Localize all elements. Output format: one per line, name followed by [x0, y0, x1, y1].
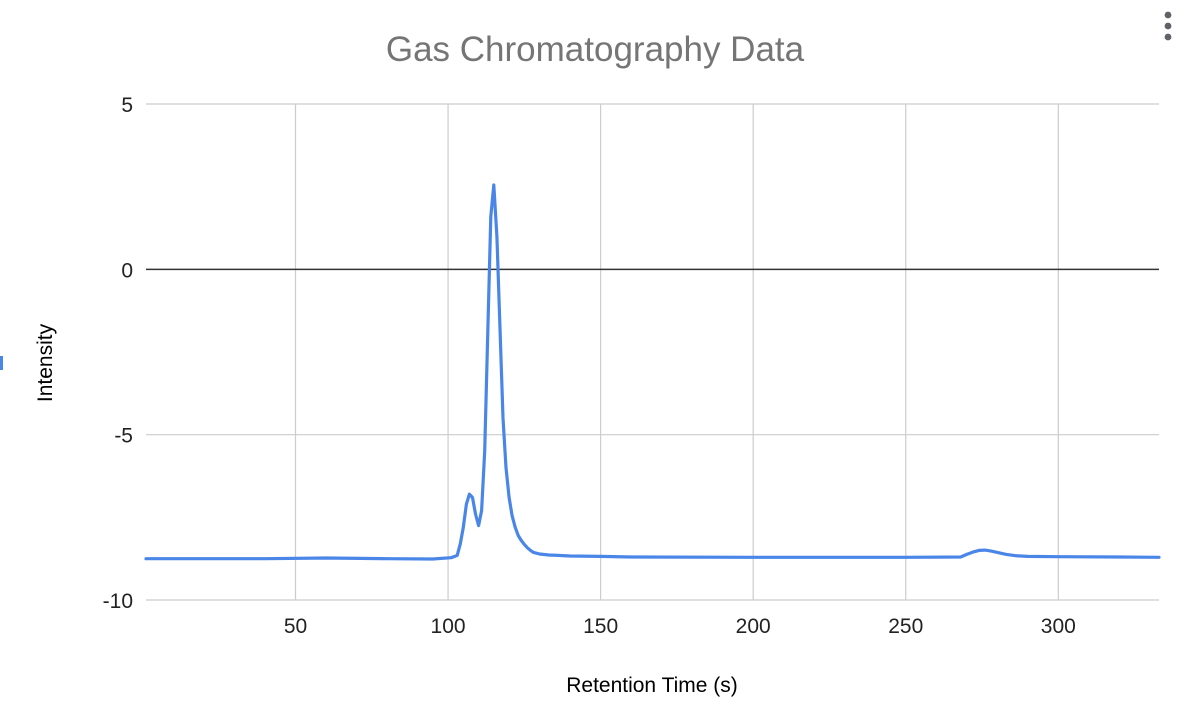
series-line [144, 183, 1161, 561]
x-tick-label: 200 [736, 615, 771, 638]
x-tick-label: 150 [583, 615, 618, 638]
y-axis-label: Intensity [34, 323, 57, 402]
y-tick-label: 0 [121, 259, 133, 282]
x-tick-label: 100 [431, 615, 466, 638]
y-axis-ticks: 5 0 -5 -10 [103, 94, 133, 613]
series-group [144, 183, 1161, 561]
x-tick-label: 300 [1041, 615, 1076, 638]
y-tick-label: -10 [103, 590, 133, 613]
grid [146, 103, 1159, 601]
x-tick-label: 50 [284, 615, 307, 638]
x-axis-ticks: 50 100 150 200 250 300 [284, 615, 1076, 638]
menu-icon[interactable] [1164, 11, 1172, 41]
x-tick-label: 250 [888, 615, 923, 638]
chart-title: Gas Chromatography Data [386, 30, 805, 69]
y-tick-label: -5 [114, 425, 133, 448]
series-swatch [0, 356, 3, 370]
y-tick-label: 5 [121, 94, 133, 117]
x-axis-label: Retention Time (s) [566, 674, 738, 697]
